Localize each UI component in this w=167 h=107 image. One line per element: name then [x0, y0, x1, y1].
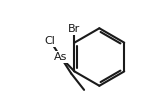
Text: As: As	[54, 52, 67, 62]
Text: Cl: Cl	[45, 36, 55, 46]
Text: Br: Br	[68, 24, 80, 34]
